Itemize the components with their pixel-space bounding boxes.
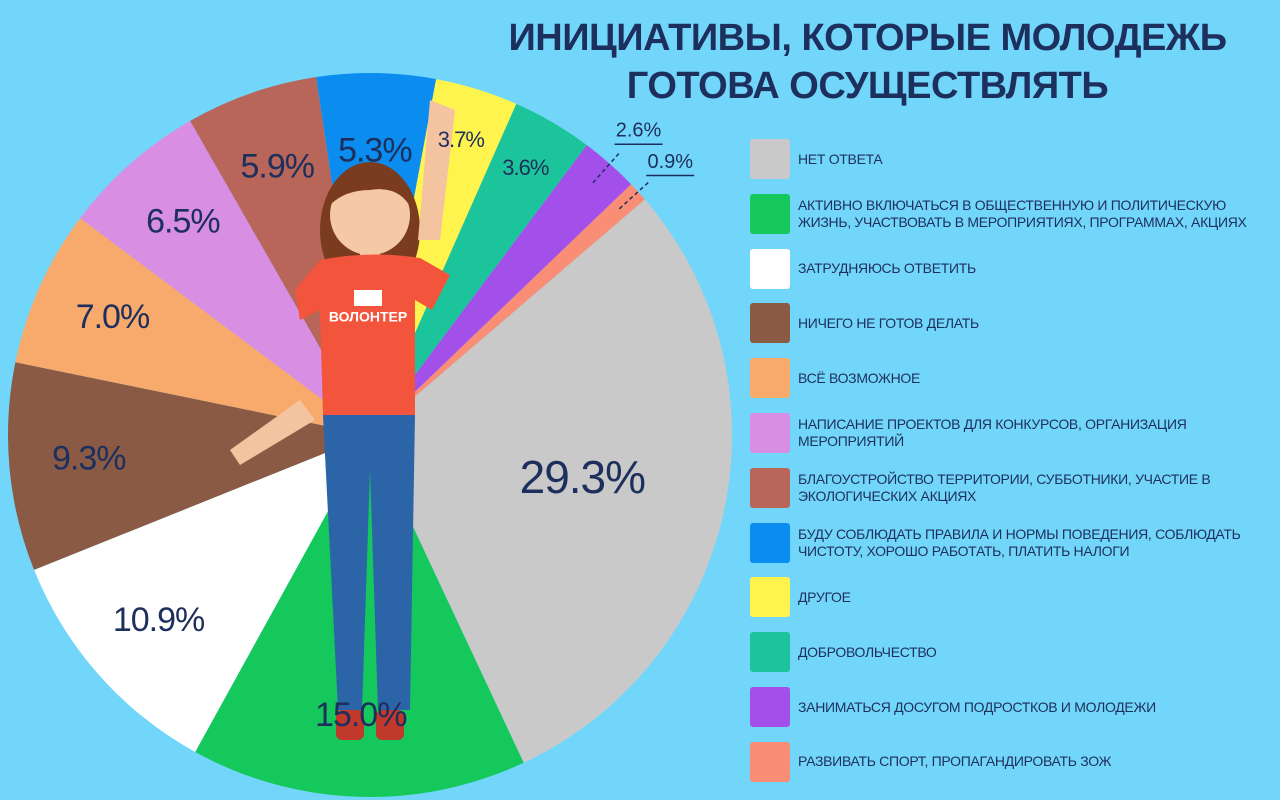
- legend-swatch: [750, 522, 790, 563]
- pie-slice: [370, 103, 587, 436]
- pie-slice: [8, 362, 371, 570]
- value-label: 9.3%: [52, 439, 126, 477]
- shirt-text: ВОЛОНТЕР: [329, 309, 407, 325]
- legend-label: ДОБРОВОЛЬЧЕСТВО: [798, 643, 937, 660]
- value-label: 29.3%: [520, 451, 646, 503]
- legend-label: ВСЁ ВОЗМОЖНОЕ: [798, 369, 921, 386]
- legend-item: БУДУ СОБЛЮДАТЬ ПРАВИЛА И НОРМЫ ПОВЕДЕНИЯ…: [750, 522, 1280, 563]
- legend-swatch: [750, 248, 790, 289]
- value-label: 15.0%: [315, 696, 407, 734]
- value-label: 3.7%: [438, 127, 485, 152]
- legend-swatch: [750, 741, 790, 782]
- legend-swatch: [750, 358, 790, 399]
- value-label: 3.6%: [502, 155, 549, 180]
- legend-swatch: [750, 687, 790, 727]
- value-labels: 29.3% 15.0% 10.9% 9.3% 7.0% 6.5% 5.9% 5.3% 3.7% 3…: [52, 120, 695, 734]
- legend-item: ЗАТРУДНЯЮСЬ ОТВЕТИТЬ: [750, 248, 1280, 289]
- value-label: 10.9%: [113, 601, 205, 639]
- legend-label: РАЗВИВАТЬ СПОРТ, ПРОПАГАНДИРОВАТЬ ЗОЖ: [798, 753, 1112, 770]
- legend-swatch: [750, 193, 790, 234]
- legend-item: АКТИВНО ВКЛЮЧАТЬСЯ В ОБЩЕСТВЕННУЮ И ПОЛИ…: [750, 193, 1280, 234]
- legend-swatch: [750, 577, 790, 618]
- value-label: 7.0%: [76, 298, 150, 336]
- legend-label: ЗАНИМАТЬСЯ ДОСУГОМ ПОДРОСТКОВ И МОЛОДЕЖИ: [798, 698, 1156, 715]
- legend-label: ЗАТРУДНЯЮСЬ ОТВЕТИТЬ: [798, 260, 976, 277]
- legend-label: НАПИСАНИЕ ПРОЕКТОВ ДЛЯ КОНКУРСОВ, ОРГАНИ…: [798, 416, 1187, 449]
- legend-label: АКТИВНО ВКЛЮЧАТЬСЯ В ОБЩЕСТВЕННУЮ И ПОЛИ…: [798, 196, 1247, 230]
- legend-item: ДОБРОВОЛЬЧЕСТВО: [750, 632, 1280, 673]
- pie-slice: [370, 184, 645, 435]
- pie-slice: [80, 120, 370, 436]
- legend-swatch: [750, 413, 790, 453]
- legend-swatch: [750, 632, 790, 673]
- legend-item: НИЧЕГО НЕ ГОТОВ ДЕЛАТЬ: [750, 303, 1280, 344]
- legend-swatch: [750, 139, 790, 179]
- legend-item: НЕТ ОТВЕТА: [750, 139, 1280, 179]
- legend-label: НЕТ ОТВЕТА: [798, 150, 883, 167]
- legend-item: НАПИСАНИЕ ПРОЕКТОВ ДЛЯ КОНКУРСОВ, ОРГАНИ…: [750, 413, 1280, 453]
- value-label: 0.9%: [647, 151, 693, 173]
- value-label: 5.3%: [338, 132, 412, 170]
- chart-title: ИНИЦИАТИВЫ, КОТОРЫЕ МОЛОДЕЖЬ ГОТОВА ОСУЩ…: [508, 17, 1227, 107]
- legend-swatch: [750, 467, 790, 508]
- pie-slice: [15, 218, 370, 435]
- value-label: 5.9%: [240, 147, 314, 185]
- legend-item: ЗАНИМАТЬСЯ ДОСУГОМ ПОДРОСТКОВ И МОЛОДЕЖИ: [750, 687, 1280, 727]
- legend-item: РАЗВИВАТЬ СПОРТ, ПРОПАГАНДИРОВАТЬ ЗОЖ: [750, 741, 1280, 782]
- volunteer-illustration: ВОЛОНТЕР: [230, 100, 455, 740]
- pie-slice: [370, 145, 632, 435]
- pie-slice: [34, 435, 370, 752]
- legend-swatch: [750, 303, 790, 344]
- legend-item: ВСЁ ВОЗМОЖНОЕ: [750, 358, 1280, 399]
- value-label: 2.6%: [616, 120, 662, 142]
- legend-label: ДРУГОЕ: [798, 588, 851, 605]
- legend-label: БЛАГОУСТРОЙСТВО ТЕРРИТОРИИ, СУББОТНИКИ, …: [798, 470, 1211, 504]
- legend-item: БЛАГОУСТРОЙСТВО ТЕРРИТОРИИ, СУББОТНИКИ, …: [750, 467, 1280, 508]
- pie-slice: [370, 199, 732, 763]
- value-label: 6.5%: [146, 203, 220, 241]
- legend-label: БУДУ СОБЛЮДАТЬ ПРАВИЛА И НОРМЫ ПОВЕДЕНИЯ…: [798, 525, 1241, 559]
- legend-label: НИЧЕГО НЕ ГОТОВ ДЕЛАТЬ: [798, 314, 979, 331]
- legend-item: ДРУГОЕ: [750, 577, 1280, 618]
